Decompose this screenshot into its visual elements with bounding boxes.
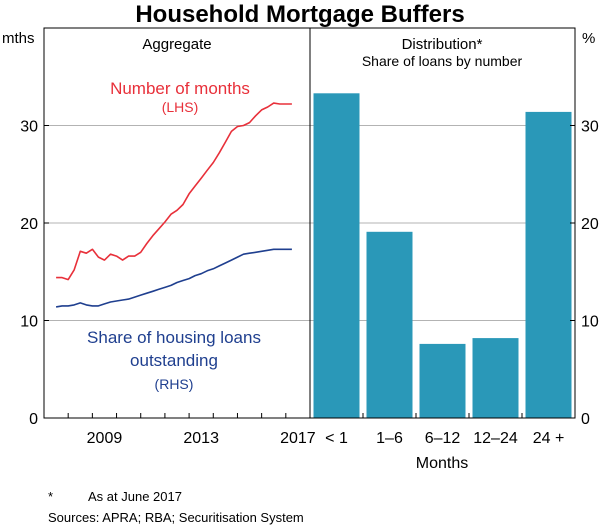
x-axis-label-months: Months [416,455,468,472]
bar [366,231,413,418]
x-tick-label: 2017 [280,430,316,447]
series-line-number-of-months [56,102,292,281]
right-panel-title: Distribution* [402,36,483,53]
bar-category-label: 12–24 [473,430,518,447]
chart-title: Household Mortgage Buffers [135,1,464,28]
footnote-text: As at June 2017 [88,489,182,504]
bar-category-label: 24 + [533,430,565,447]
right-axis-unit: % [582,30,595,47]
left-axis-unit: mths [2,30,35,47]
red-series-label: Number of months [110,79,250,98]
bar-group [313,93,572,419]
left-y-tick-label: 0 [29,411,38,428]
left-y-tick-label: 30 [20,119,38,136]
blue-series-axis-note: (RHS) [155,376,194,392]
line-group [55,102,292,308]
blue-series-label-line1: Share of housing loans [87,328,261,347]
right-y-tick-label: 10 [581,314,599,331]
bar [419,343,466,418]
footnote-marker: * [48,489,54,504]
series-line-share-of-loans [55,248,292,308]
left-y-tick-label: 20 [20,216,38,233]
bar [525,111,572,419]
axis-ticks: 0 0 10 10 20 20 30 30 2009 2013 2017 < 1 1–6 6–12 12–2… [20,119,599,448]
bar-category-label: 6–12 [425,430,461,447]
footnotes: * As at June 2017 Sources: APRA; RBA; Sec… [48,486,304,528]
sources-note: Sources: APRA; RBA; Securitisation Syste… [48,510,304,525]
right-y-tick-label: 0 [581,411,590,428]
footnote-asterisk-row: * As at June 2017 [48,486,304,507]
left-y-tick-label: 10 [20,314,38,331]
left-panel-title: Aggregate [142,36,211,53]
bar-category-label: 1–6 [376,430,403,447]
blue-series-label-line2: outstanding [130,351,218,370]
right-panel-subtitle: Share of loans by number [362,53,523,69]
bar [472,338,519,418]
red-series-axis-note: (LHS) [162,99,199,115]
x-tick-label: 2013 [183,430,219,447]
x-tick-label: 2009 [87,430,123,447]
bar [313,93,360,419]
bar-category-label: < 1 [325,430,348,447]
right-y-tick-label: 30 [581,119,599,136]
right-y-tick-label: 20 [581,216,599,233]
